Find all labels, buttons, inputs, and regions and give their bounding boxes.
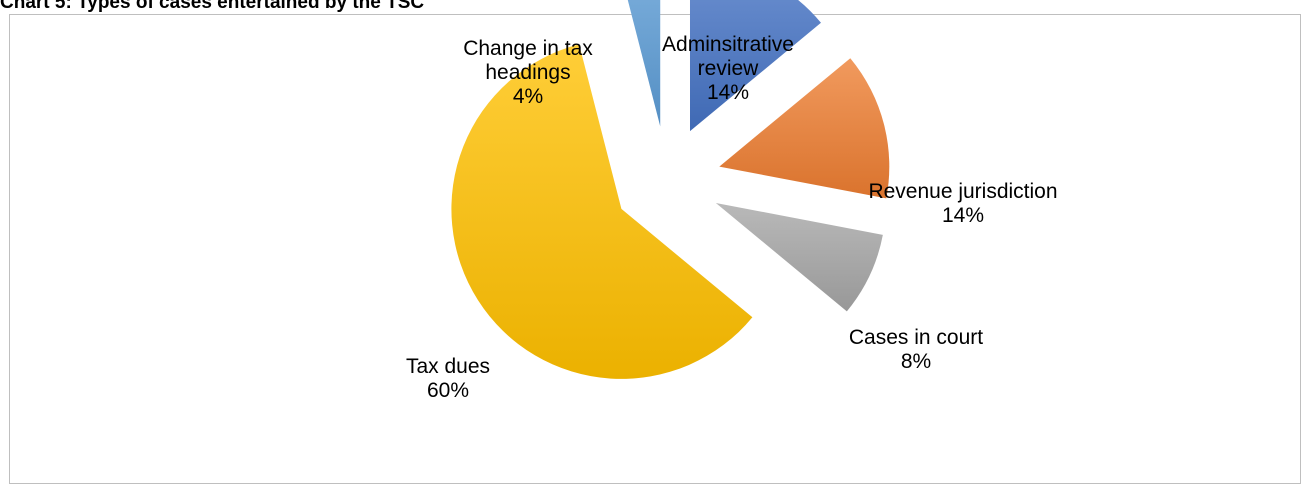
pie-slice-tax-dues	[451, 44, 753, 379]
slice-name-label: Revenue jurisdiction	[868, 180, 1057, 203]
slice-value-label: 4%	[513, 85, 543, 108]
pie-slice-revenue-jurisdiction	[719, 58, 890, 199]
slice-label-cases-in-court: Cases in court 8%	[849, 326, 983, 373]
chart-title: Chart 5: Types of cases entertained by t…	[0, 0, 425, 13]
slice-label-tax-dues: Tax dues 60%	[406, 355, 490, 402]
slice-name-label: Adminsitrative	[662, 33, 794, 56]
slice-name-label: Tax dues	[406, 355, 490, 378]
slice-value-label: 14%	[707, 81, 749, 104]
slice-labels: Adminsitrative review 14%Revenue jurisdict…	[406, 33, 1058, 402]
slice-name-label: headings	[485, 61, 570, 84]
slice-name-label: review	[698, 57, 760, 80]
slice-value-label: 14%	[942, 204, 984, 227]
slice-label-change-in-tax-headings: Change in tax headings 4%	[463, 37, 593, 108]
slice-label-revenue-jurisdiction: Revenue jurisdiction 14%	[868, 180, 1057, 227]
slice-label-adminsitrative-review: Adminsitrative review 14%	[662, 33, 794, 104]
pie-slices	[451, 0, 890, 379]
pie-slice-cases-in-court	[715, 202, 883, 312]
pie-slice-change-in-tax-headings	[627, 0, 661, 127]
slice-value-label: 8%	[901, 350, 931, 373]
pie-slice-adminsitrative-review	[689, 0, 821, 132]
slice-name-label: Cases in court	[849, 326, 983, 349]
slice-value-label: 60%	[427, 379, 469, 402]
slice-name-label: Change in tax	[463, 37, 593, 60]
